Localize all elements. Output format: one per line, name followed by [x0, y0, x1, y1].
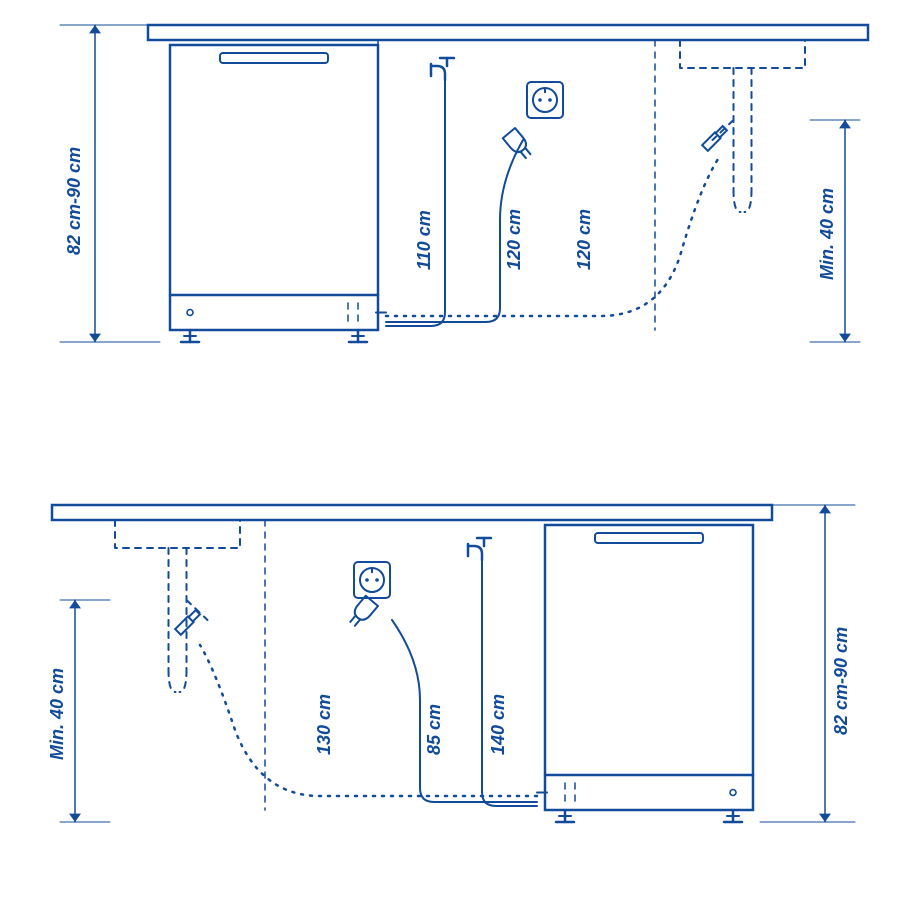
label-110cm: 110 cm — [414, 210, 434, 270]
label-min40-top: Min. 40 cm — [817, 188, 837, 280]
label-120cm-a: 120 cm — [504, 209, 524, 270]
label-min40-bottom: Min. 40 cm — [47, 668, 67, 760]
label-85cm: 85 cm — [424, 704, 444, 755]
diagram-top: 110 cm 120 cm 120 cm 82 cm-90 cm Min. 40 cm — [60, 25, 868, 342]
diagram-bottom: 140 cm 85 cm 130 cm Min. 40 cm 82 cm-90 cm — [47, 505, 855, 822]
label-140cm: 140 cm — [488, 694, 508, 755]
label-130cm: 130 cm — [314, 694, 334, 755]
label-120cm-b: 120 cm — [574, 209, 594, 270]
label-height-bottom: 82 cm-90 cm — [831, 627, 851, 735]
label-height-top: 82 cm-90 cm — [64, 147, 84, 255]
